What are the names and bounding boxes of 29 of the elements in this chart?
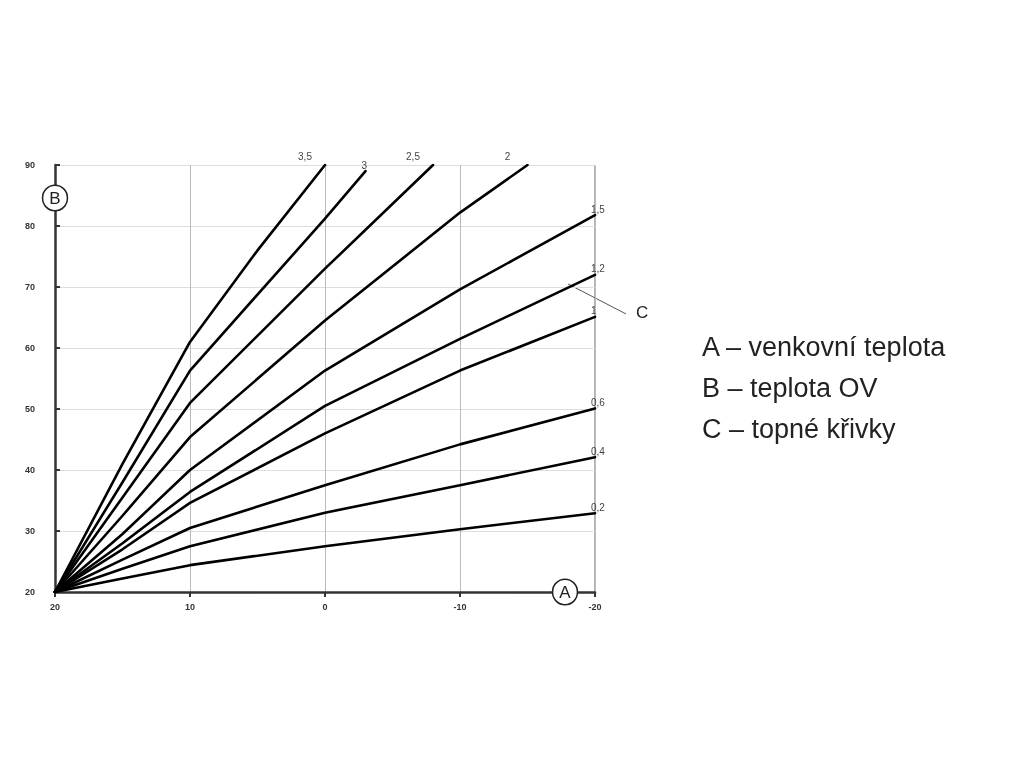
- y-tick-label: 20: [24, 587, 35, 597]
- x-tick-label: 10: [184, 601, 196, 612]
- annotation: C: [636, 302, 649, 322]
- y-tick-label: 60: [24, 343, 35, 353]
- y-tick-label: 90: [24, 160, 35, 170]
- y-tick-label: 50: [24, 404, 35, 414]
- text: A – venkovní teplota: [702, 331, 947, 362]
- x-tick-label: 20: [49, 601, 61, 612]
- y-tick-label: 80: [24, 221, 35, 231]
- y-tick-label: 30: [24, 526, 35, 536]
- x-tick-label: 0: [322, 601, 328, 612]
- series-label: 0,6: [591, 396, 606, 408]
- x-axis-title: A: [559, 582, 572, 602]
- series-label: 1,5: [591, 203, 606, 215]
- series-label: 0,4: [591, 445, 606, 457]
- y-axis-title: B: [49, 188, 61, 208]
- series-label: 3,5: [298, 150, 313, 162]
- series-label: 1: [591, 305, 597, 317]
- text: C – topné křivky: [702, 413, 897, 444]
- series-label: 3: [361, 159, 368, 171]
- y-tick-label: 40: [24, 465, 35, 475]
- x-tick-label: -10: [453, 601, 467, 612]
- series-label: 2: [504, 150, 511, 162]
- series-label: 0,2: [591, 501, 606, 513]
- x-tick-label: -20: [588, 601, 602, 612]
- text: B – teplota OV: [702, 372, 878, 403]
- y-tick-label: 70: [24, 282, 35, 292]
- series-label: 2,5: [406, 150, 421, 162]
- series-label: 1,2: [591, 263, 606, 275]
